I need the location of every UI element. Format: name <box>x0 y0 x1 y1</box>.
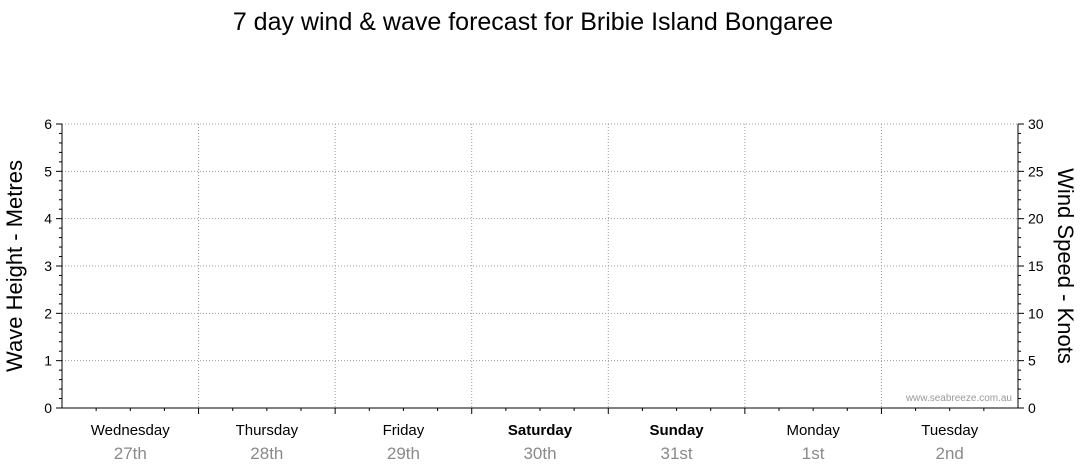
left-tick-label: 1 <box>44 353 52 369</box>
day-name-label: Saturday <box>508 422 573 439</box>
day-labels: Wednesday 27th Thursday 28th Friday 29th Satur… <box>91 422 979 463</box>
day-date-label: 30th <box>523 444 556 463</box>
left-tick-label: 4 <box>44 211 52 227</box>
day-name-label: Tuesday <box>921 422 978 439</box>
day-name-label: Sunday <box>649 422 704 439</box>
day-date-label: 29th <box>387 444 420 463</box>
right-axis-title: Wind Speed - Knots <box>1053 168 1078 364</box>
left-tick-label: 2 <box>44 305 52 321</box>
grid-lines <box>62 123 1018 408</box>
day-name-label: Wednesday <box>91 422 170 439</box>
chart-title: 7 day wind & wave forecast for Bribie Is… <box>233 8 833 36</box>
right-tick-label: 5 <box>1028 353 1036 369</box>
day-date-label: 31st <box>661 444 693 463</box>
day-date-label: 28th <box>250 444 283 463</box>
right-tick-label: 20 <box>1028 211 1044 227</box>
axes <box>56 123 1024 414</box>
day-date-label: 1st <box>802 444 825 463</box>
right-tick-label: 0 <box>1028 400 1036 416</box>
left-tick-label: 5 <box>44 163 52 179</box>
tick-labels: 0 1 2 3 4 5 6 0 5 10 15 20 25 30 <box>44 116 1044 416</box>
left-tick-label: 0 <box>44 400 52 416</box>
day-name-label: Thursday <box>236 422 299 439</box>
right-tick-label: 25 <box>1028 163 1044 179</box>
watermark-text: www.seabreeze.com.au <box>905 393 1012 404</box>
day-name-label: Monday <box>786 422 840 439</box>
day-date-label: 2nd <box>936 444 964 463</box>
day-name-label: Friday <box>383 422 425 439</box>
day-date-label: 27th <box>114 444 147 463</box>
left-tick-label: 6 <box>44 116 52 132</box>
left-tick-label: 3 <box>44 258 52 274</box>
right-tick-label: 15 <box>1028 258 1044 274</box>
left-axis-title: Wave Height - Metres <box>2 160 27 372</box>
right-tick-label: 30 <box>1028 116 1044 132</box>
right-tick-label: 10 <box>1028 305 1044 321</box>
